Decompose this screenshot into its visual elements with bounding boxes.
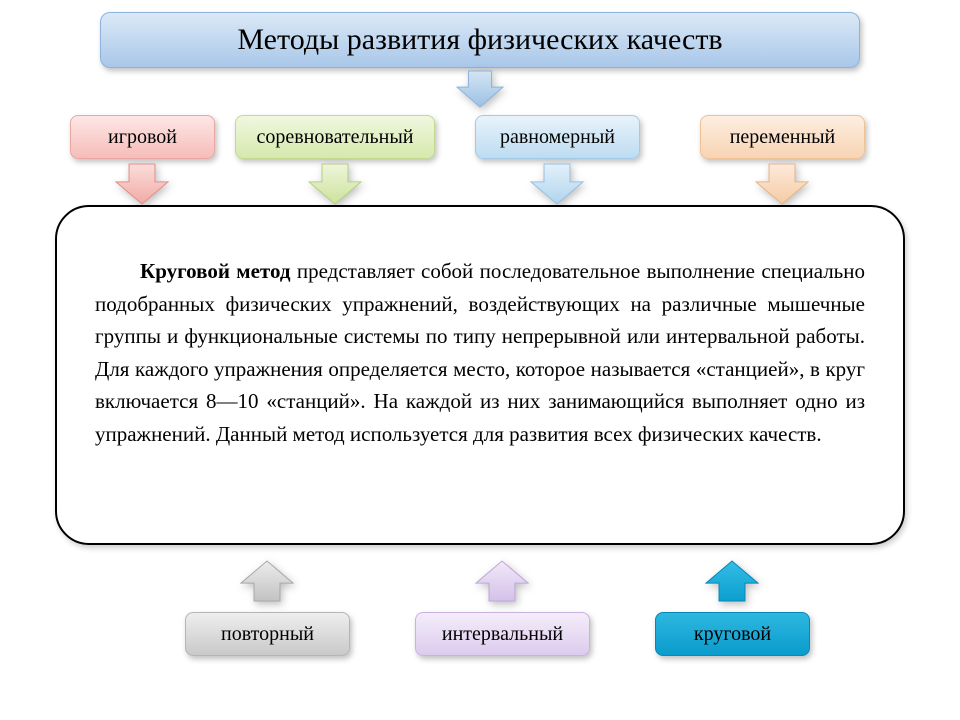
method-label: игровой xyxy=(108,126,177,149)
method-label: переменный xyxy=(730,126,836,149)
arrow-down-3 xyxy=(755,163,809,210)
arrow-up-2 xyxy=(705,560,759,607)
description-body: представляет собой последовательное выпо… xyxy=(95,259,865,446)
method-box-bottom-1: интервальный xyxy=(415,612,590,656)
method-box-top-3: переменный xyxy=(700,115,865,159)
arrow-down-1 xyxy=(308,163,362,210)
method-label: повторный xyxy=(221,623,314,646)
arrow-up-0 xyxy=(240,560,294,607)
title-text: Методы развития физических качеств xyxy=(237,23,722,57)
method-box-top-2: равномерный xyxy=(475,115,640,159)
arrow-down-0 xyxy=(115,163,169,210)
method-label: интервальный xyxy=(442,623,563,646)
arrow-up-1 xyxy=(475,560,529,607)
method-box-top-0: игровой xyxy=(70,115,215,159)
description-panel: Круговой метод представляет собой послед… xyxy=(55,205,905,545)
description-lead: Круговой метод xyxy=(140,259,290,283)
method-box-top-1: соревновательный xyxy=(235,115,435,159)
method-label: равномерный xyxy=(500,126,615,149)
title-arrow-down xyxy=(456,70,504,113)
method-box-bottom-2: круговой xyxy=(655,612,810,656)
method-box-bottom-0: повторный xyxy=(185,612,350,656)
arrow-down-2 xyxy=(530,163,584,210)
title-box: Методы развития физических качеств xyxy=(100,12,860,68)
method-label: круговой xyxy=(694,623,771,646)
method-label: соревновательный xyxy=(256,126,413,149)
description-text: Круговой метод представляет собой послед… xyxy=(95,255,865,450)
